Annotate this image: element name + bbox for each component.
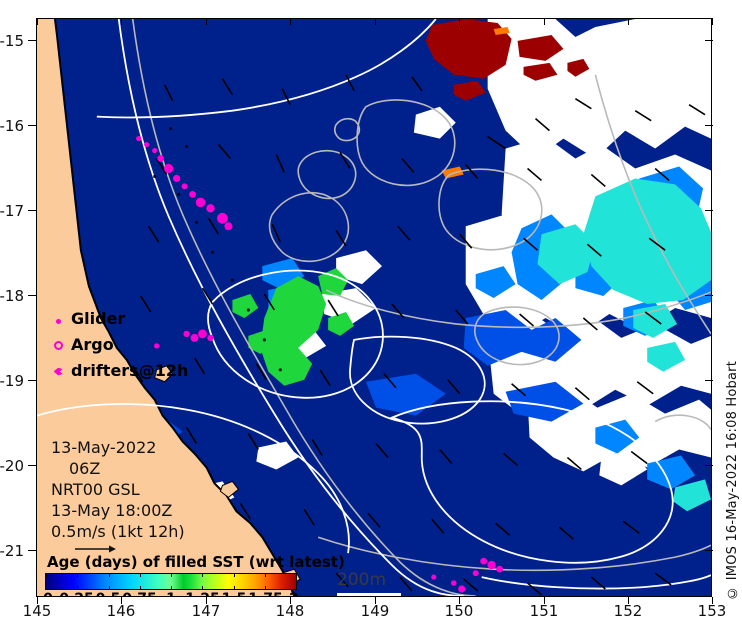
colorbar-tick-6: 1.5 (222, 591, 247, 596)
legend-item-drifters: drifters@12h (45, 357, 188, 383)
glider-dot-icon (45, 309, 71, 328)
y-tick-label--19: -19 (0, 372, 24, 390)
x-tick-label-145: 145 (22, 602, 52, 620)
colorbar-tick-3: 0.75 (122, 591, 157, 596)
drifter-marker-icon (45, 361, 71, 380)
colorbar-tick-0: 0 (43, 591, 53, 596)
depth-label-1000m: 1000m (337, 596, 401, 597)
x-tick-label-152: 152 (613, 602, 643, 620)
vector-scale-arrow-icon (51, 544, 185, 554)
colorbar-tick-1: 0.25 (59, 591, 94, 596)
x-tick-label-151: 151 (529, 602, 559, 620)
colorbar-title: Age (days) of filled SST (wrt latest) (47, 553, 345, 571)
colorbar-tick-4: 1 (166, 591, 176, 596)
depth-contour-legend: 200m 1000m (337, 569, 401, 597)
surface-current-vectors (132, 74, 706, 596)
y-tick-label--21: -21 (0, 542, 24, 560)
info-product: NRT00 GSL (51, 480, 140, 499)
y-tick-label--18: -18 (0, 287, 24, 305)
map-plot-area[interactable]: Glider Argo drifters@12h 13-May-2022 06Z… (36, 18, 712, 597)
drifter-track-markers (136, 135, 504, 593)
x-tick-label-147: 147 (191, 602, 221, 620)
depth-line-sample-200m (337, 593, 401, 596)
y-tick-label--16: -16 (0, 117, 24, 135)
legend-item-glider: Glider (45, 305, 188, 331)
info-valid-time: 13-May 18:00Z (51, 501, 173, 520)
argo-circle-icon (45, 335, 71, 354)
colorbar-tick-8: 2 (289, 591, 299, 596)
info-date: 13-May-2022 (51, 438, 157, 457)
bathymetry-1000m-contours (131, 19, 711, 596)
bathymetry-200m-contours (37, 19, 711, 596)
info-hour: 06Z (69, 459, 101, 478)
y-tick-label--20: -20 (0, 457, 24, 475)
age-green-regions (232, 268, 355, 386)
info-annotation-block: 13-May-2022 06Z NRT00 GSL 13-May 18:00Z … (51, 437, 185, 554)
legend-label-drifters: drifters@12h (71, 360, 189, 380)
age-turquoise-regions (537, 178, 711, 512)
info-vector-scale: 0.5m/s (1kt 12h) (51, 522, 185, 541)
land-mass-queensland (37, 19, 295, 596)
reef-speckle (153, 127, 282, 372)
y-tick-label--15: -15 (0, 32, 24, 50)
legend-label-argo: Argo (71, 334, 114, 354)
colorbar-widget: Age (days) of filled SST (wrt latest) 0 … (43, 553, 345, 596)
x-tick-label-146: 146 (106, 602, 136, 620)
map-canvas (37, 19, 711, 596)
colorbar-tick-5: 1.25 (185, 591, 220, 596)
legend-label-glider: Glider (71, 308, 126, 328)
x-tick-label-153: 153 (697, 602, 727, 620)
x-tick-label-149: 149 (360, 602, 390, 620)
marker-legend: Glider Argo drifters@12h (45, 305, 188, 383)
depth-label-200m: 200m (337, 570, 387, 590)
age-darkred-regions (425, 19, 590, 101)
colorbar-tick-labels: 0 0.25 0.5 0.75 1 1.25 1.5 1.75 2 (43, 590, 299, 596)
legend-item-argo: Argo (45, 331, 188, 357)
credit-text: © IMOS 16-May-2022 16:08 Hobart (725, 361, 740, 600)
colorbar-tick-2: 0.5 (96, 591, 121, 596)
age-orange-specks (441, 26, 510, 179)
y-tick-label--17: -17 (0, 202, 24, 220)
colorbar-gradient (45, 573, 297, 590)
x-tick-label-148: 148 (275, 602, 305, 620)
colorbar-tick-7: 1.75 (248, 591, 283, 596)
x-tick-label-150: 150 (444, 602, 474, 620)
